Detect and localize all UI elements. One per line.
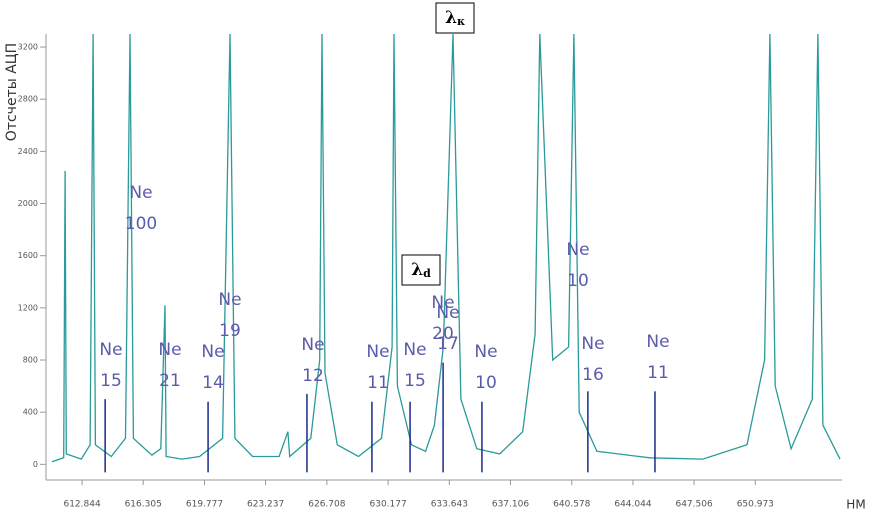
annotation: Ne	[218, 290, 241, 310]
annotation: Ne	[646, 332, 669, 352]
annotation: 15	[404, 371, 426, 391]
spectrum-line	[52, 34, 841, 463]
annotation: Ne	[201, 342, 224, 362]
annotation: 17	[437, 334, 459, 354]
annotation: Ne	[99, 340, 122, 360]
x-tick-label: 630.177	[370, 500, 407, 510]
x-tick-label: 637.106	[492, 500, 529, 510]
x-tick-label: 612.844	[63, 500, 100, 510]
annotation: 16	[582, 365, 604, 385]
y-tick-label: 0	[33, 460, 38, 469]
annotation: Ne	[474, 342, 497, 362]
annotation: Ne	[366, 342, 389, 362]
marker-box	[401, 254, 441, 286]
annotation: 12	[302, 366, 324, 386]
annotation: 11	[367, 373, 389, 393]
x-tick-label: 650.973	[737, 500, 774, 510]
annotation: 11	[647, 363, 669, 383]
y-axis-label: Отсчеты АЦП	[4, 43, 20, 141]
y-tick-label: 3200	[18, 43, 38, 52]
marker-subscript: d	[423, 267, 431, 280]
annotation: Ne	[301, 335, 324, 355]
annotation: Ne	[158, 340, 181, 360]
x-tick-label: 647.506	[675, 500, 712, 510]
marker-symbol: λ	[445, 8, 457, 28]
x-tick-label: 640.578	[553, 500, 590, 510]
x-tick-label: 633.643	[431, 500, 468, 510]
x-axis-unit: НМ	[846, 498, 865, 512]
x-tick-label: 619.777	[186, 500, 223, 510]
marker-label: λк	[445, 8, 465, 29]
annotation: Ne	[436, 303, 459, 323]
annotation: Ne	[581, 334, 604, 354]
x-tick-label: 644.044	[614, 500, 651, 510]
annotation: Ne	[566, 240, 589, 260]
x-tick-label: 626.708	[308, 500, 345, 510]
annotation: Ne	[129, 183, 152, 203]
annotation: Ne	[431, 293, 454, 313]
annotation: 19	[219, 321, 241, 341]
y-tick-label: 1200	[18, 303, 38, 312]
overlay: Ne15Ne100Ne21Ne14Ne19Ne12Ne11Ne15Ne20Ne1…	[99, 2, 670, 393]
x-tick-label: 616.305	[125, 500, 162, 510]
annotation: 15	[100, 371, 122, 391]
annotation: 14	[202, 373, 224, 393]
annotation: 10	[567, 271, 589, 291]
y-tick-label: 2000	[18, 199, 38, 208]
annotation: 21	[159, 371, 181, 391]
y-tick-label: 1600	[18, 251, 38, 260]
annotation: 100	[125, 214, 157, 234]
annotation: 10	[475, 373, 497, 393]
annotation: Ne	[403, 340, 426, 360]
marker-subscript: к	[457, 15, 465, 28]
y-tick-label: 2800	[18, 95, 38, 104]
marker-box	[435, 2, 475, 34]
plot-area	[52, 34, 841, 473]
annotation: 20	[432, 324, 454, 344]
marker-label: λd	[411, 260, 431, 281]
x-tick-label: 623.237	[247, 500, 284, 510]
marker-symbol: λ	[411, 260, 423, 280]
y-tick-label: 800	[23, 356, 38, 365]
y-tick-label: 400	[23, 408, 38, 417]
y-tick-label: 2400	[18, 147, 38, 156]
